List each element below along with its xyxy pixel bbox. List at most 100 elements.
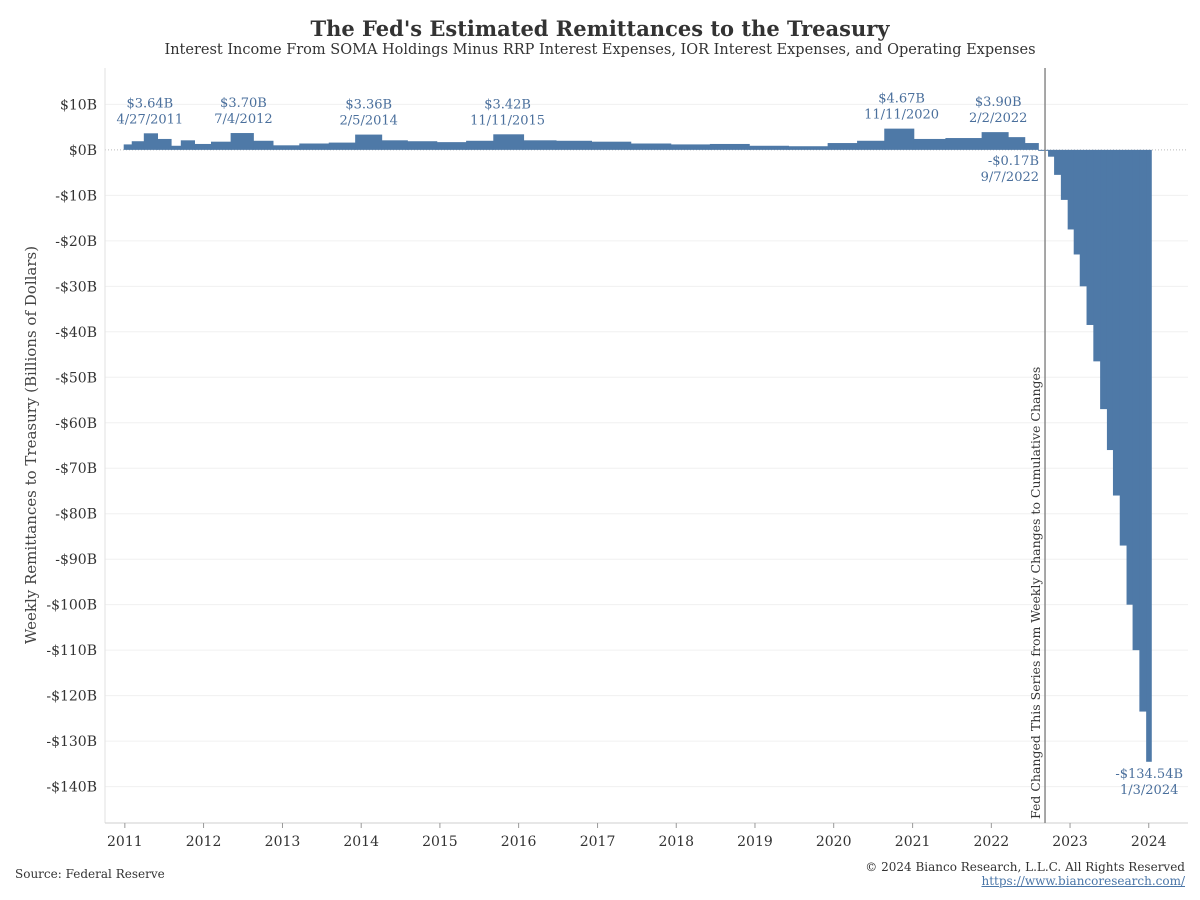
axis-layer: $10B $0B -$10B -$20B -$30B -$40B -$50B -$60B -$7… — [46, 68, 1188, 850]
data-bar — [945, 138, 983, 150]
y-tick-label: -$10B — [55, 188, 97, 204]
x-tick-label: 2021 — [895, 834, 931, 850]
data-bar — [857, 140, 885, 150]
data-bar — [157, 138, 172, 150]
data-bar — [230, 133, 254, 150]
data-bar — [1106, 149, 1114, 451]
x-tick-label: 2015 — [422, 834, 458, 850]
x-tick-label: 2023 — [1052, 834, 1088, 850]
data-bar — [1008, 137, 1026, 150]
data-bar — [355, 134, 383, 150]
x-tick-label: 2012 — [186, 834, 222, 850]
y-tick-label: -$80B — [55, 507, 97, 523]
annotation-value: -$134.54B — [1115, 767, 1183, 782]
data-bar — [709, 143, 750, 150]
data-bar — [1112, 149, 1121, 496]
y-tick-label: -$50B — [55, 370, 97, 386]
y-tick-label: $0B — [69, 143, 97, 159]
data-bar — [1060, 149, 1069, 200]
bar-layer — [123, 128, 1152, 762]
data-bar — [170, 145, 182, 150]
x-tick-label: 2018 — [658, 834, 694, 850]
data-bar — [1024, 143, 1039, 150]
x-tick-label: 2022 — [974, 834, 1010, 850]
data-bar — [143, 133, 159, 150]
x-tick-label: 2017 — [580, 834, 616, 850]
annotation-date: 11/11/2020 — [864, 108, 939, 123]
y-tick-label: -$30B — [55, 279, 97, 295]
data-bar — [299, 143, 330, 150]
data-bar — [1132, 149, 1140, 651]
y-tick-label: -$70B — [55, 461, 97, 477]
data-bar — [381, 140, 408, 150]
y-tick-label: $10B — [60, 97, 97, 113]
source-note: Source: Federal Reserve — [15, 867, 165, 881]
reference-line-label: Fed Changed This Series from Weekly Chan… — [1028, 367, 1043, 819]
annotation-value: $3.36B — [345, 98, 392, 113]
data-bar — [123, 144, 133, 150]
annotation-date: 7/4/2012 — [214, 112, 272, 127]
x-tick-label: 2019 — [737, 834, 773, 850]
data-bar — [210, 141, 232, 150]
data-bar — [1093, 149, 1101, 362]
data-bar — [630, 143, 672, 150]
copyright-note: © 2024 Bianco Research, L.L.C. All Right… — [865, 860, 1185, 874]
data-bar — [1146, 149, 1152, 762]
data-bar — [913, 138, 946, 150]
y-tick-label: -$110B — [46, 643, 97, 659]
y-tick-label: -$60B — [55, 416, 97, 432]
data-bar — [670, 144, 711, 150]
annotation-date: 1/3/2024 — [1120, 783, 1178, 798]
data-bar — [1100, 149, 1108, 410]
y-tick-label: -$40B — [55, 325, 97, 341]
annotation-layer: Fed Changed This Series from Weekly Chan… — [117, 68, 1183, 823]
y-tick-label: -$20B — [55, 234, 97, 250]
data-bar — [407, 141, 438, 150]
x-tick-label: 2020 — [816, 834, 852, 850]
data-bar — [1048, 149, 1055, 157]
data-bar — [749, 145, 789, 150]
data-bar — [272, 145, 300, 150]
data-bar — [436, 142, 467, 150]
website-link[interactable]: https://www.biancoresearch.com/ — [981, 874, 1185, 888]
annotation-value: $3.64B — [126, 96, 173, 111]
data-bar — [1079, 149, 1088, 287]
data-bar — [591, 141, 632, 150]
data-bar — [555, 140, 593, 150]
data-bar — [328, 142, 356, 150]
data-bar — [981, 132, 1009, 150]
y-tick-label: -$100B — [46, 598, 97, 614]
y-tick-label: -$140B — [46, 780, 97, 796]
x-tick-label: 2011 — [107, 834, 143, 850]
annotation-date: 11/11/2015 — [470, 113, 545, 128]
data-bar — [827, 143, 858, 150]
data-bar — [1119, 149, 1128, 546]
annotation-value: $3.42B — [484, 97, 531, 112]
chart-subtitle: Interest Income From SOMA Holdings Minus… — [164, 42, 1036, 58]
annotation-value: $4.67B — [878, 92, 925, 107]
data-bar — [180, 140, 195, 150]
data-bar — [493, 134, 525, 150]
y-tick-label: -$130B — [46, 734, 97, 750]
annotation-date: 9/7/2022 — [981, 170, 1039, 185]
data-bar — [788, 146, 829, 150]
grid-layer — [105, 103, 1188, 788]
data-bar — [466, 140, 494, 150]
data-bar — [1139, 149, 1147, 712]
annotation-date: 2/2/2022 — [969, 111, 1027, 126]
x-tick-label: 2014 — [343, 834, 379, 850]
chart-title: The Fed's Estimated Remittances to the T… — [310, 16, 890, 41]
y-tick-label: -$90B — [55, 552, 97, 568]
data-bar — [131, 141, 145, 150]
data-bar — [523, 140, 557, 150]
data-bar — [1086, 149, 1094, 325]
annotation-date: 4/27/2011 — [117, 112, 184, 127]
y-tick-label: -$120B — [46, 689, 97, 705]
annotation-value: $3.90B — [975, 95, 1022, 110]
data-bar — [1126, 149, 1134, 605]
data-bar — [1054, 149, 1062, 175]
annotation-value: -$0.17B — [988, 154, 1039, 169]
data-bar — [884, 128, 915, 150]
annotation-date: 2/5/2014 — [340, 114, 398, 129]
